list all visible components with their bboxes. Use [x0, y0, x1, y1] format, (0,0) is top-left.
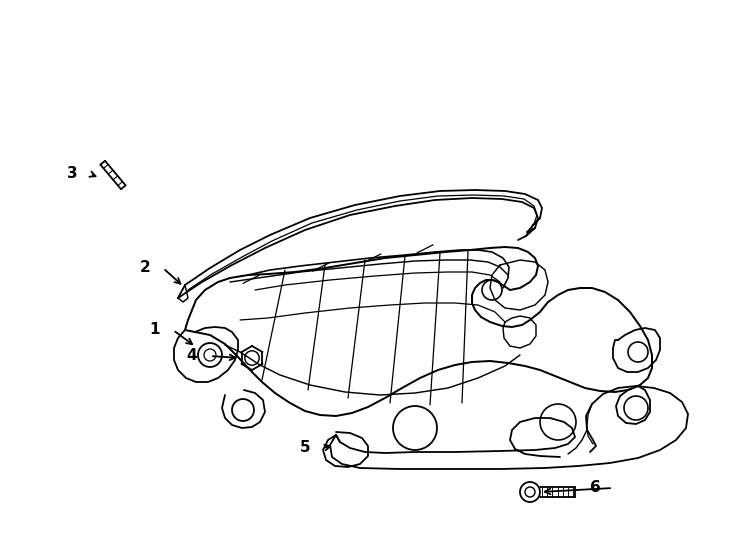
Text: 4: 4	[186, 348, 197, 363]
Text: 3: 3	[67, 166, 77, 181]
Text: 2: 2	[139, 260, 150, 275]
Text: 6: 6	[589, 481, 600, 496]
Text: 5: 5	[299, 441, 310, 456]
Text: 1: 1	[150, 322, 160, 338]
